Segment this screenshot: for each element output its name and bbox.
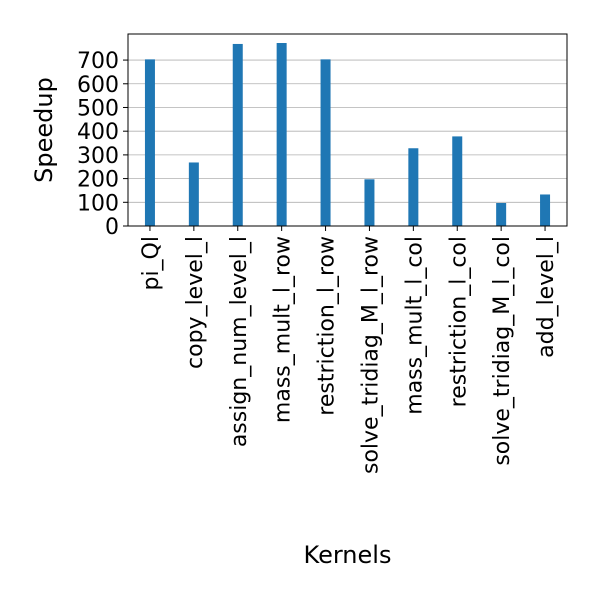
y-tick-label: 400 — [77, 120, 119, 145]
bars — [144, 43, 551, 227]
x-tick-label: solve_tridiag_M_l_col — [490, 236, 515, 466]
y-tick-label: 600 — [77, 73, 119, 98]
x-tick-label: restriction_l_row — [315, 236, 340, 416]
x-tick-label: restriction_l_col — [446, 236, 471, 407]
bar-copy-level-l — [188, 162, 199, 226]
y-tick-label: 0 — [105, 215, 119, 240]
bar-restriction-l-col — [452, 136, 463, 226]
y-tick-label: 700 — [77, 49, 119, 74]
bar-solve-tridiag-m-l-col — [496, 203, 507, 226]
y-tick-label: 500 — [77, 96, 119, 121]
x-tick-label: copy_level_l — [183, 236, 208, 369]
y-tick-label: 200 — [77, 168, 119, 193]
x-tick-label: assign_num_level_l — [227, 236, 252, 447]
x-axis-ticks: pi_Ql copy_level_l assign_num_level_l mass_… — [139, 226, 559, 474]
x-tick-label: pi_Ql — [139, 236, 164, 291]
y-tick-label: 300 — [77, 144, 119, 169]
plot-frame — [127, 33, 568, 227]
bar-restriction-l-row — [320, 59, 331, 227]
y-tick-label: 100 — [77, 191, 119, 216]
grid-lines — [128, 59, 567, 227]
x-tick-label: solve_tridiag_M_l_row — [358, 236, 383, 474]
bar-add-level-l — [540, 194, 551, 226]
bar-solve-tridiag-m-l-row — [364, 179, 375, 226]
y-axis-title: Speedup — [30, 77, 58, 183]
bar-assign-num-level-l — [232, 43, 243, 227]
x-axis-title: Kernels — [304, 541, 392, 569]
x-tick-label: mass_mult_l_row — [271, 236, 296, 423]
bar-mass-mult-l-row — [276, 43, 287, 226]
x-tick-label: mass_mult_l_col — [402, 236, 427, 415]
bar-pi-ql — [144, 59, 155, 227]
bar-mass-mult-l-col — [408, 148, 419, 226]
x-tick-label: add_level_l — [534, 236, 559, 358]
